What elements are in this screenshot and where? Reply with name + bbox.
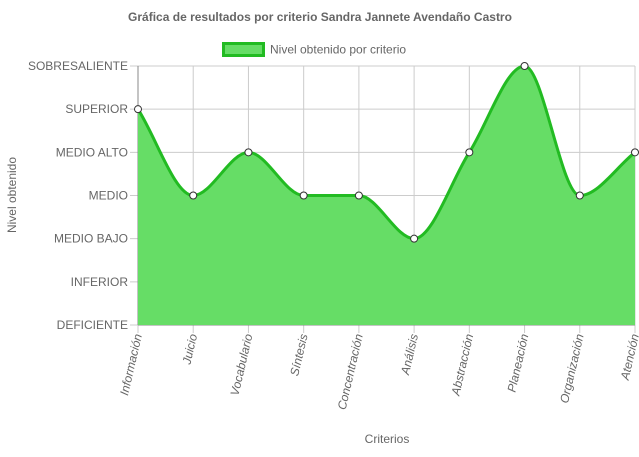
y-tick-label: MEDIO ALTO [56,145,128,159]
x-tick-label: Planeación [504,332,531,393]
x-tick-label: Juicio [179,332,200,366]
data-point-0[interactable] [134,105,142,114]
x-tick-label: Síntesis [287,333,310,378]
data-point-5[interactable] [410,234,419,243]
series-line [136,64,636,241]
y-tick-label: SUPERIOR [65,102,128,116]
data-point-7[interactable] [520,62,529,70]
x-tick-label: Concentración [335,332,366,411]
y-tick-label: DEFICIENTE [57,318,128,332]
legend[interactable]: Nivel obtenido por criterio [222,42,407,57]
data-point-3[interactable] [299,191,308,200]
legend-label: Nivel obtenido por criterio [270,43,406,57]
legend-swatch [222,42,265,57]
x-tick-label: Vocabulario [228,332,256,397]
x-tick-label: Atención [618,332,639,382]
y-tick-label: MEDIO [89,189,128,203]
series [134,62,639,325]
data-point-8[interactable] [575,191,584,200]
x-tick-label: Análisis [398,333,421,377]
x-tick-label: Abstracción [448,332,476,398]
x-tick-label: Organización [557,332,587,404]
y-axis: DEFICIENTE INFERIOR MEDIO BAJO MEDIO MEDIO A… [28,59,128,332]
data-point-1[interactable] [189,191,198,200]
y-tick-label: INFERIOR [71,275,129,289]
data-point-9[interactable] [631,148,639,157]
data-point-4[interactable] [354,191,363,200]
chart-title: Gráfica de resultados por criterio Sandr… [128,10,512,24]
data-point-2[interactable] [244,148,253,157]
x-axis: Información Juicio Vocabulario Síntesis Conc… [117,332,639,411]
series-area [138,66,635,325]
x-tick-label: Información [117,332,145,397]
x-axis-title: Criterios [365,432,410,446]
y-axis-title: Nivel obtenido [5,157,19,233]
data-point-6[interactable] [465,148,474,157]
y-tick-label: SOBRESALIENTE [28,59,128,73]
y-tick-label: MEDIO BAJO [54,232,128,246]
